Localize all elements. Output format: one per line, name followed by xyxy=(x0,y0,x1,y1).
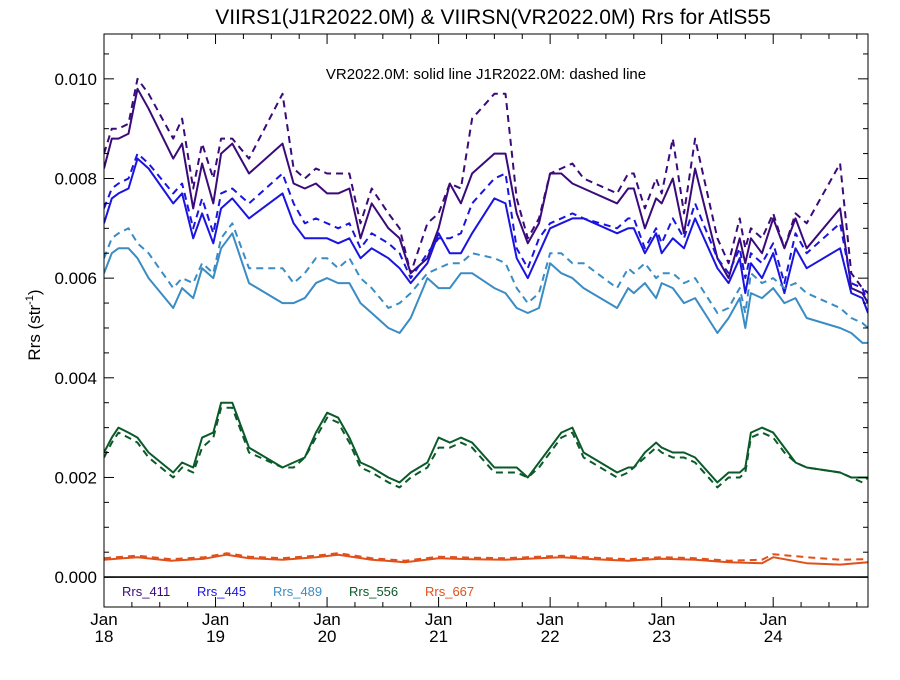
y-axis-label-sup: -1 xyxy=(24,295,36,305)
x-tick-label-month: Jan xyxy=(90,610,117,629)
y-tick-label: 0.010 xyxy=(54,70,97,89)
chart-title: VIIRS1(J1R2022.0M) & VIIRSN(VR2022.0M) R… xyxy=(215,6,771,29)
series-line-rrs-445-solid xyxy=(104,157,868,314)
series-line-rrs-489-dashed xyxy=(104,222,868,329)
x-tick-label-year: 23 xyxy=(652,627,671,646)
x-tick-label-month: Jan xyxy=(425,610,452,629)
y-axis-label: Rrs (str-1) xyxy=(24,289,44,360)
series-line-rrs-489-solid xyxy=(104,232,868,344)
y-tick-label: 0.000 xyxy=(54,568,97,587)
series-line-rrs-411-solid xyxy=(104,87,868,304)
y-tick-label: 0.006 xyxy=(54,269,97,288)
y-tick-label: 0.004 xyxy=(54,369,97,388)
x-tick-label-year: 24 xyxy=(764,627,783,646)
legend-item-rrs-411: Rrs_411 xyxy=(122,584,170,599)
y-tick-label: 0.008 xyxy=(54,169,97,188)
legend-item-rrs-556: Rrs_556 xyxy=(349,584,398,599)
x-tick-label-year: 22 xyxy=(541,627,560,646)
series-line-rrs-411-dashed xyxy=(104,77,868,294)
line-style-annotation: VR2022.0M: solid line J1R2022.0M: dashed… xyxy=(326,66,646,83)
legend: Rrs_411 Rrs_445 Rrs_489 Rrs_556 Rrs_667 xyxy=(122,584,474,599)
series-line-rrs-556-dashed xyxy=(104,406,868,489)
axes-layer: 0.0000.0020.0040.0060.0080.010Jan18Jan19… xyxy=(54,33,869,646)
x-tick-label-month: Jan xyxy=(536,610,563,629)
x-tick-label-year: 18 xyxy=(95,627,114,646)
series-line-rrs-556-solid xyxy=(104,401,868,484)
x-tick-label-month: Jan xyxy=(202,610,229,629)
x-tick-label-month: Jan xyxy=(648,610,675,629)
legend-item-rrs-489: Rrs_489 xyxy=(273,584,322,599)
x-tick-label-month: Jan xyxy=(313,610,340,629)
legend-item-rrs-667: Rrs_667 xyxy=(425,584,474,599)
series-line-rrs-445-dashed xyxy=(104,152,868,304)
x-tick-label-year: 19 xyxy=(206,627,225,646)
series-line-rrs-667-solid xyxy=(104,553,868,566)
y-axis-label-close: ) xyxy=(25,289,44,295)
y-axis-label-main: Rrs (str xyxy=(25,305,44,361)
x-tick-label-month: Jan xyxy=(759,610,786,629)
legend-item-rrs-445: Rrs_445 xyxy=(197,584,246,599)
series-layer xyxy=(104,77,868,566)
series-line-rrs-667-dashed xyxy=(104,552,868,562)
y-tick-label: 0.002 xyxy=(54,468,97,487)
x-tick-label-year: 20 xyxy=(318,627,337,646)
plot-frame xyxy=(103,33,869,608)
x-tick-label-year: 21 xyxy=(429,627,448,646)
